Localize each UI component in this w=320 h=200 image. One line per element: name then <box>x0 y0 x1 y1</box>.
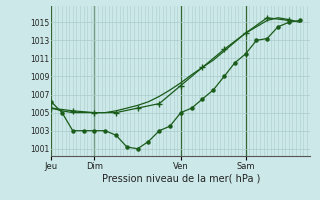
X-axis label: Pression niveau de la mer( hPa ): Pression niveau de la mer( hPa ) <box>102 173 260 183</box>
